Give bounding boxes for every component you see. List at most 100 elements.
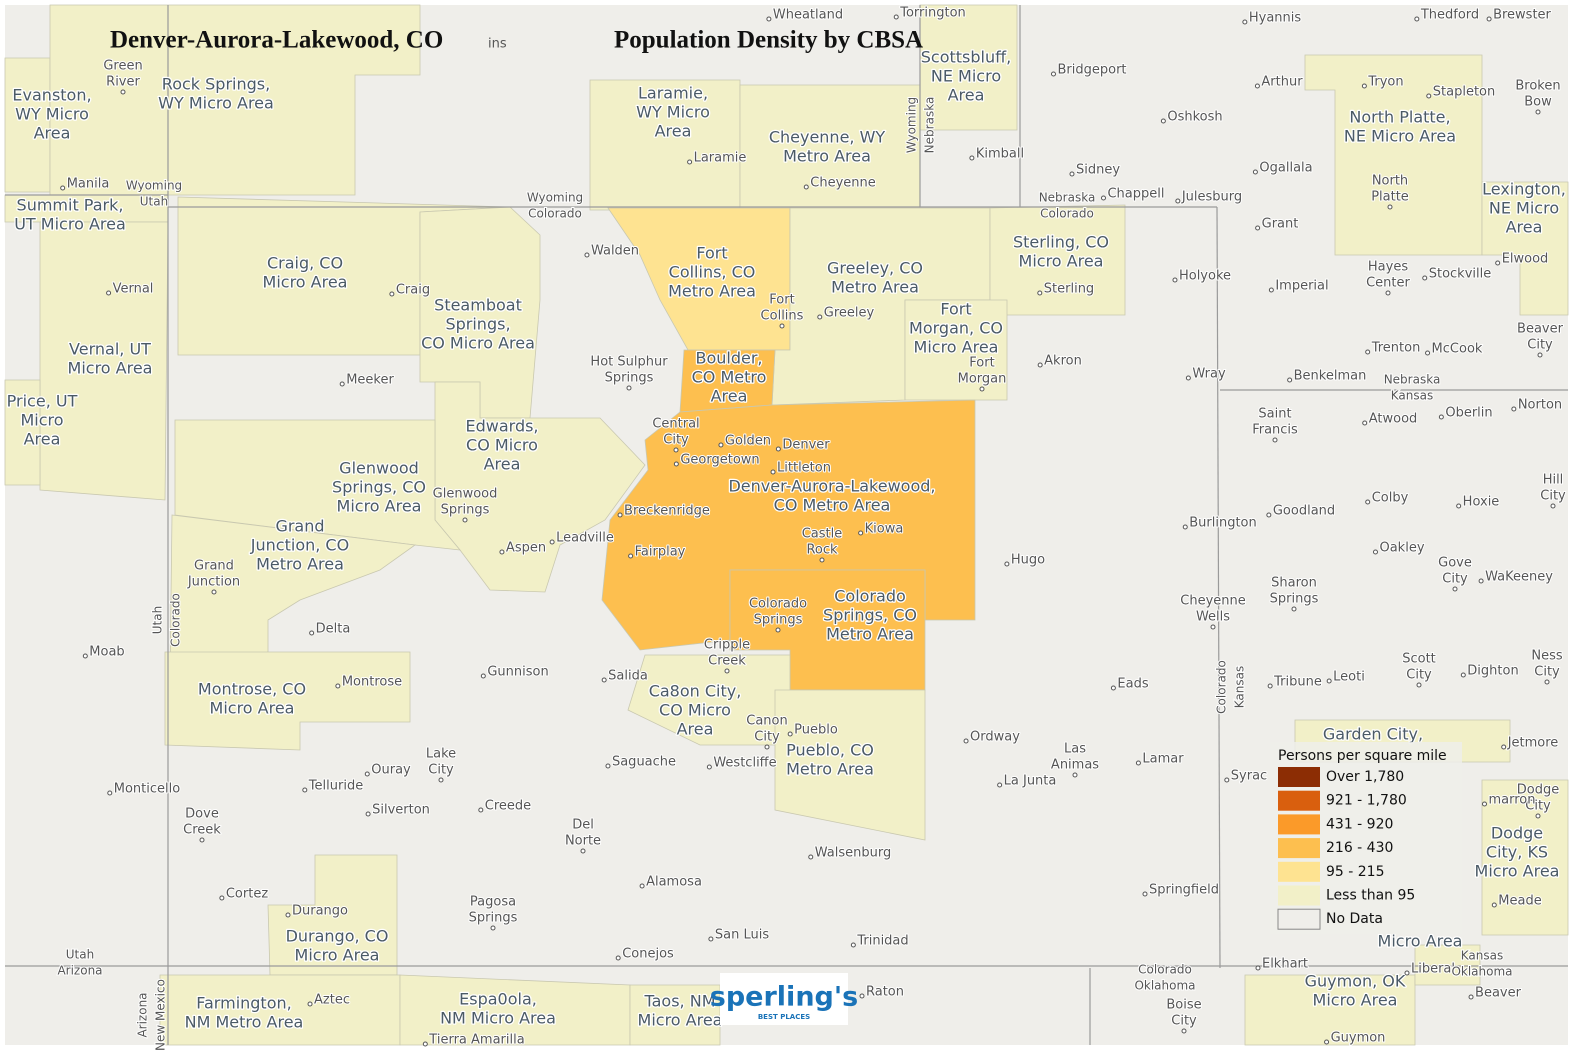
city-dot bbox=[309, 630, 315, 636]
city-dot bbox=[1210, 624, 1216, 630]
state-label: New Mexico bbox=[154, 979, 168, 1051]
legend-label: 95 - 215 bbox=[1326, 864, 1385, 880]
city-label: Conejos bbox=[622, 947, 674, 962]
region-label: Colorado bbox=[834, 587, 906, 606]
legend-swatch bbox=[1278, 885, 1320, 906]
legend-swatch bbox=[1278, 861, 1320, 882]
city-dot bbox=[365, 811, 371, 817]
city-label: Colby bbox=[1372, 491, 1409, 506]
region-label: NE Micro bbox=[1489, 199, 1559, 218]
city-dot bbox=[478, 807, 484, 813]
city-dot bbox=[997, 782, 1003, 788]
city-label: Greeley bbox=[824, 306, 875, 321]
city-dot bbox=[893, 14, 899, 20]
legend-label: No Data bbox=[1326, 911, 1383, 927]
region-shape bbox=[1481, 181, 1569, 316]
city-label: Delta bbox=[316, 622, 351, 637]
city-dot bbox=[1287, 377, 1293, 383]
city-label: Leadville bbox=[556, 531, 614, 546]
city-label: Grant bbox=[1262, 217, 1299, 232]
city-label: Hyannis bbox=[1249, 11, 1302, 26]
city-dot bbox=[1255, 225, 1261, 231]
city-dot bbox=[1535, 813, 1541, 819]
city-dot bbox=[1491, 902, 1497, 908]
title-fragment: ins bbox=[488, 37, 507, 52]
region-label: Fort bbox=[696, 244, 727, 263]
state-label: Kansas bbox=[1391, 389, 1433, 403]
city-label: Colorado bbox=[749, 597, 807, 612]
city-dot bbox=[1100, 195, 1106, 201]
city-dot bbox=[364, 771, 370, 777]
state-label: Kansas bbox=[1233, 666, 1247, 708]
legend-swatch bbox=[1278, 790, 1320, 811]
city-label: City bbox=[1534, 665, 1560, 680]
city-label: Meeker bbox=[346, 373, 394, 388]
city-label: Pueblo bbox=[794, 723, 838, 738]
city-dot bbox=[1050, 71, 1056, 77]
legend-label: Over 1,780 bbox=[1326, 769, 1404, 785]
city-label: Fort bbox=[969, 356, 994, 371]
city-dot bbox=[1544, 679, 1550, 685]
state-label: Oklahoma bbox=[1451, 965, 1512, 979]
city-dot bbox=[1268, 287, 1274, 293]
city-label: Glenwood bbox=[433, 487, 498, 502]
city-label: Chappell bbox=[1107, 187, 1164, 202]
city-label: Stapleton bbox=[1433, 85, 1495, 100]
city-dot bbox=[979, 386, 985, 392]
region-label: Area bbox=[1506, 218, 1543, 237]
city-dot bbox=[1365, 349, 1371, 355]
city-dot bbox=[708, 936, 714, 942]
region-label: Metro Area bbox=[786, 760, 874, 779]
city-dot bbox=[605, 763, 611, 769]
region-label: Micro Area bbox=[295, 946, 380, 965]
city-label: Creede bbox=[485, 799, 531, 814]
city-dot bbox=[1072, 772, 1078, 778]
city-label: City bbox=[1527, 338, 1553, 353]
city-label: Castle bbox=[802, 527, 843, 542]
state-label: Wyoming bbox=[527, 191, 583, 205]
city-label: Lake bbox=[426, 747, 456, 762]
city-label: Cripple bbox=[704, 638, 750, 653]
city-label: Salida bbox=[608, 669, 648, 684]
city-label: Burlington bbox=[1189, 516, 1257, 531]
city-label: San Luis bbox=[715, 928, 769, 943]
city-dot bbox=[779, 323, 785, 329]
region-label: Area bbox=[711, 387, 748, 406]
region-label: Junction, CO bbox=[250, 536, 349, 555]
border bbox=[1216, 206, 1221, 969]
city-label: Hill bbox=[1543, 473, 1564, 488]
city-dot bbox=[615, 955, 621, 961]
regions bbox=[4, 4, 1569, 1046]
city-label: Bow bbox=[1524, 95, 1552, 110]
city-dot bbox=[1387, 204, 1393, 210]
region-label: Greeley, CO bbox=[827, 259, 923, 278]
city-label: Kiowa bbox=[865, 522, 904, 537]
city-label: City bbox=[1525, 799, 1551, 814]
city-label: Norte bbox=[565, 834, 601, 849]
legend-swatch bbox=[1278, 767, 1320, 787]
city-label: Georgetown bbox=[680, 453, 759, 468]
city-dot bbox=[307, 1001, 313, 1007]
region-label: Denver-Aurora-Lakewood, bbox=[728, 477, 935, 496]
city-label: Wray bbox=[1192, 367, 1226, 382]
city-label: Durango bbox=[292, 904, 348, 919]
region-label: Edwards, bbox=[465, 417, 538, 436]
state-label: Colorado bbox=[1138, 963, 1192, 977]
region-label: Micro Area bbox=[68, 359, 153, 378]
city-label: Golden bbox=[725, 434, 771, 449]
region-shape bbox=[1244, 974, 1416, 1046]
city-label: Norton bbox=[1518, 398, 1562, 413]
region-label: Rock Springs, bbox=[162, 75, 270, 94]
city-dot bbox=[1495, 260, 1501, 266]
region-label: Boulder, bbox=[695, 349, 762, 368]
region-label: Steamboat bbox=[434, 296, 522, 315]
city-dot bbox=[580, 848, 586, 854]
city-label: Beaver bbox=[1517, 322, 1564, 337]
region-label: Ca8on City, bbox=[649, 682, 742, 701]
region-label: Area bbox=[948, 86, 985, 105]
region-label: Glenwood bbox=[339, 459, 419, 478]
city-label: Oberlin bbox=[1445, 406, 1492, 421]
city-label: Broken bbox=[1515, 79, 1560, 94]
city-label: Springs bbox=[441, 503, 490, 518]
